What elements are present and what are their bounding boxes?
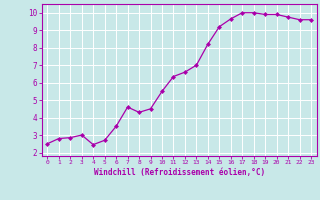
X-axis label: Windchill (Refroidissement éolien,°C): Windchill (Refroidissement éolien,°C): [94, 168, 265, 177]
